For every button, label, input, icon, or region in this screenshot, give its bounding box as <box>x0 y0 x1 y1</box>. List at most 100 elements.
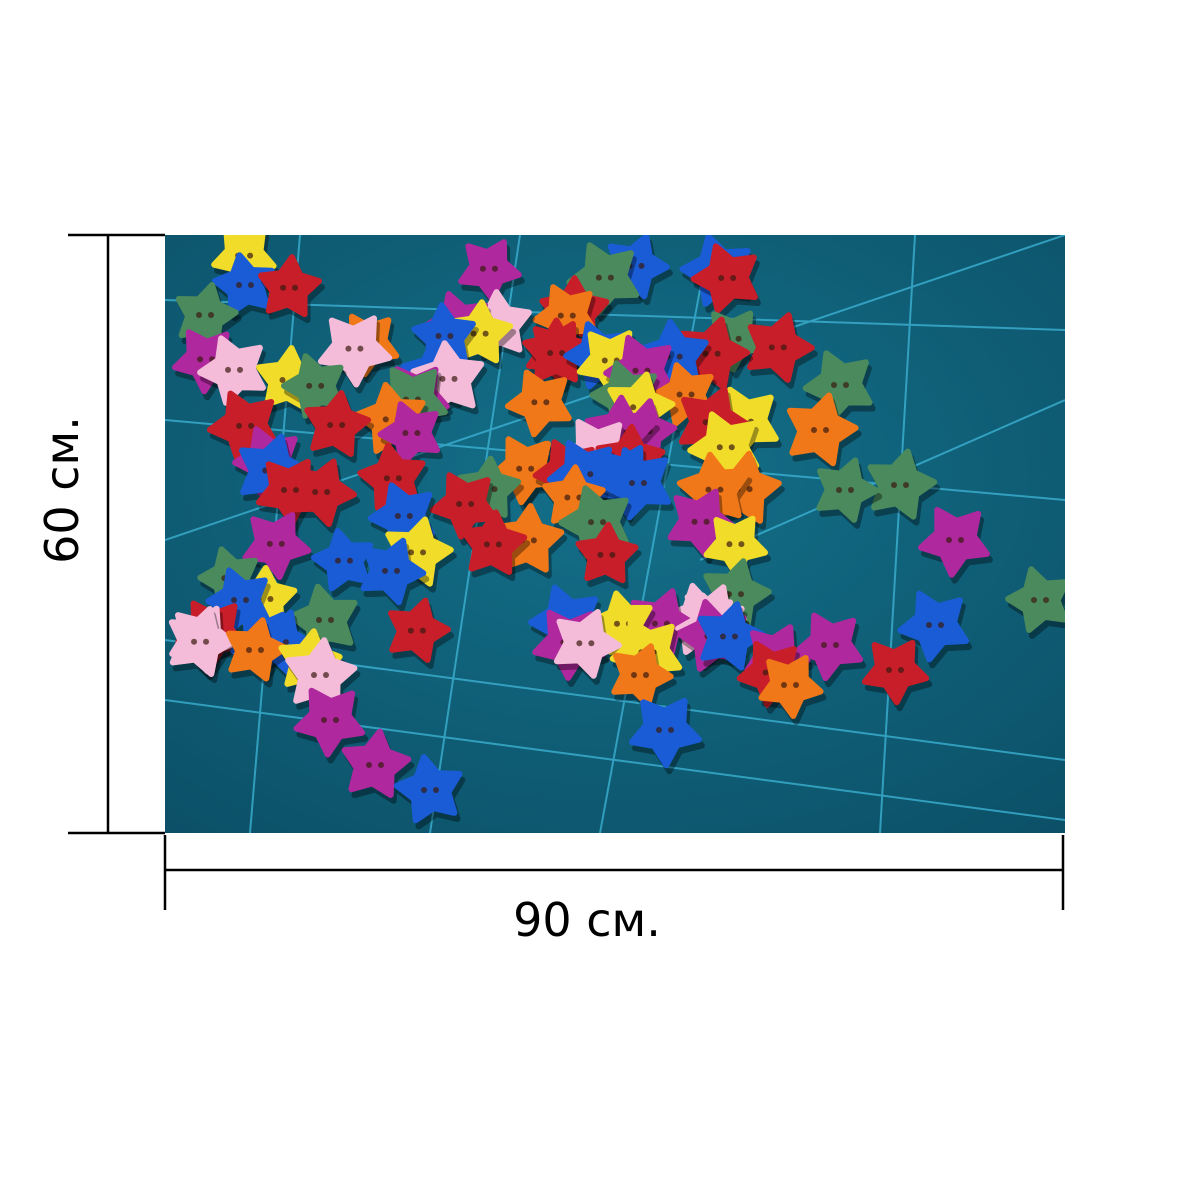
star-button <box>758 655 827 725</box>
button-hole <box>191 638 198 645</box>
star-button <box>290 458 360 533</box>
button-hole <box>470 330 477 337</box>
button-hole <box>339 422 346 429</box>
button-hole <box>607 274 614 281</box>
button-hole <box>495 541 502 548</box>
button-hole <box>383 475 390 482</box>
star-button <box>1005 566 1065 639</box>
button-hole <box>640 479 647 486</box>
star <box>575 522 639 584</box>
star-button <box>566 242 643 322</box>
star <box>703 515 768 578</box>
button-hole <box>719 633 726 640</box>
button-hole <box>236 422 243 429</box>
star <box>786 392 859 467</box>
star-button <box>611 643 677 714</box>
button-hole <box>394 513 401 520</box>
star <box>629 697 702 769</box>
button-hole <box>821 642 827 648</box>
star-button <box>599 447 674 527</box>
button-hole <box>281 487 287 493</box>
button-hole <box>447 333 454 340</box>
button-hole <box>547 349 554 356</box>
button-hole <box>482 330 489 337</box>
button-hole <box>530 537 537 544</box>
button-hole <box>231 597 237 603</box>
button-hole <box>318 382 325 389</box>
button-hole <box>688 391 695 398</box>
button-hole <box>316 617 322 623</box>
button-hole <box>717 486 724 493</box>
button-hole <box>208 312 214 318</box>
button-hole <box>433 787 439 793</box>
button-hole <box>676 353 683 360</box>
button-hole <box>435 333 442 340</box>
button-hole <box>306 382 313 389</box>
button-hole <box>312 489 319 496</box>
star-button <box>505 369 575 444</box>
button-hole <box>731 633 738 640</box>
star-button <box>897 590 972 669</box>
button-hole <box>282 639 289 646</box>
button-hole <box>587 471 594 478</box>
button-hole <box>601 357 608 364</box>
button-hole <box>266 540 273 547</box>
star <box>341 728 412 798</box>
star-button <box>317 315 396 394</box>
star-button <box>786 392 862 473</box>
star <box>861 639 930 706</box>
button-hole <box>702 419 709 426</box>
button-hole <box>793 682 799 688</box>
button-hole <box>843 382 849 388</box>
button-hole <box>451 375 458 382</box>
star <box>310 528 374 592</box>
button-hole <box>588 519 595 526</box>
star-button <box>304 390 375 463</box>
star-button <box>393 754 466 830</box>
button-hole <box>378 762 384 768</box>
star <box>611 643 674 708</box>
star <box>317 315 393 388</box>
button-hole <box>730 275 737 282</box>
button-hole <box>292 284 299 291</box>
star <box>226 617 289 682</box>
star <box>505 369 572 438</box>
button-hole <box>421 787 427 793</box>
button-hole <box>395 475 402 482</box>
height-label: 60 см. <box>35 416 89 564</box>
button-hole <box>280 284 287 291</box>
star-button <box>816 457 883 529</box>
button-hole <box>668 727 674 733</box>
button-hole <box>346 557 353 564</box>
button-hole <box>323 672 329 678</box>
button-hole <box>394 567 401 574</box>
button-hole <box>406 513 413 520</box>
button-hole <box>737 591 744 598</box>
button-hole <box>516 465 523 472</box>
button-hole <box>833 642 839 648</box>
star <box>393 754 463 824</box>
star-button <box>794 612 867 688</box>
button-hole <box>402 430 409 437</box>
button-hole <box>491 265 498 272</box>
star <box>897 590 969 663</box>
button-hole <box>630 404 637 411</box>
star-button <box>341 728 415 804</box>
button-hole <box>248 422 255 429</box>
star <box>197 335 266 406</box>
star <box>304 390 372 457</box>
button-hole <box>781 682 787 688</box>
button-hole <box>246 647 252 653</box>
button-hole <box>938 622 944 628</box>
star <box>867 448 938 520</box>
star <box>794 612 864 682</box>
star-button <box>861 639 933 712</box>
button-hole <box>903 482 909 488</box>
button-hole <box>836 487 842 493</box>
button-hole <box>564 494 571 501</box>
star-button <box>460 509 531 581</box>
button-hole <box>738 541 745 548</box>
button-hole <box>293 487 299 493</box>
button-hole <box>891 482 897 488</box>
star-button <box>522 317 594 389</box>
